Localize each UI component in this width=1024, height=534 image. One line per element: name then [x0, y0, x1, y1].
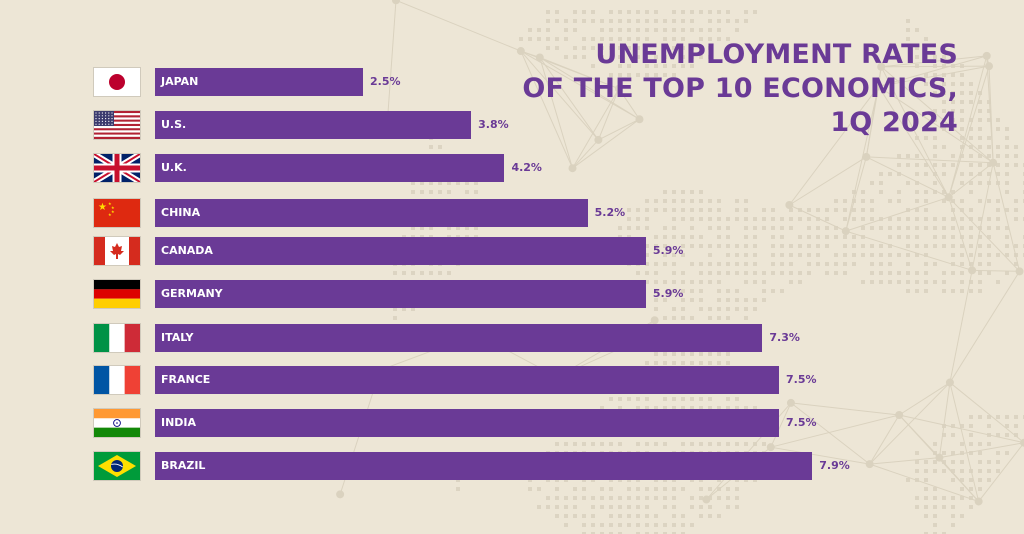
bar: CANADA [155, 237, 646, 265]
value-label: 7.5% [786, 416, 817, 429]
bar: CHINA [155, 199, 588, 227]
bar-row: BRAZIL 7.9% [0, 452, 1024, 480]
italy-flag-icon [94, 324, 140, 352]
us-flag-icon [94, 111, 140, 139]
value-label: 5.2% [594, 206, 626, 219]
svg-text:★: ★ [111, 209, 115, 214]
germany-flag-icon [94, 280, 140, 308]
chart-title: UNEMPLOYMENT RATES OF THE TOP 10 ECONOMI… [438, 38, 958, 140]
bar-row: FRANCE 7.5% [0, 366, 1024, 394]
category-label: FRANCE [161, 373, 211, 386]
value-label: 2.5% [370, 75, 401, 88]
uk-flag-icon [94, 154, 140, 182]
bar: U.K. [155, 154, 505, 182]
bar: BRAZIL [155, 452, 813, 480]
india-flag-icon [94, 409, 140, 437]
value-label: 7.3% [769, 331, 800, 344]
svg-text:★: ★ [108, 201, 112, 206]
category-label: ITALY [161, 331, 194, 344]
value-label: 7.9% [819, 459, 850, 472]
france-flag-icon [94, 366, 140, 394]
chart-title-line-1: UNEMPLOYMENT RATES [595, 39, 958, 70]
bar: INDIA [155, 409, 779, 437]
japan-flag-icon [94, 68, 140, 96]
value-label: 3.8% [478, 118, 509, 131]
value-label: 7.5% [786, 373, 817, 386]
canada-flag-icon [94, 237, 140, 265]
bar-row: JAPAN 2.5% [0, 68, 1024, 96]
category-label: U.K. [161, 161, 187, 174]
bar-row: CANADA 5.9% [0, 237, 1024, 265]
bar: FRANCE [155, 366, 779, 394]
bar: U.S. [155, 111, 472, 139]
bar-row: GERMANY 5.9% [0, 280, 1024, 308]
china-flag-icon: ★ ★ ★ ★ ★ [94, 199, 140, 227]
category-label: INDIA [161, 416, 197, 429]
category-label: BRAZIL [161, 459, 206, 472]
value-label: 5.9% [652, 244, 684, 257]
category-label: JAPAN [161, 75, 199, 88]
category-label: CHINA [161, 206, 201, 219]
bar-row: ITALY 7.3% [0, 324, 1024, 352]
bar: ITALY [155, 324, 763, 352]
category-label: CANADA [161, 244, 213, 257]
category-label: U.S. [161, 118, 187, 131]
chart-title-line-3: 1Q 2024 [830, 107, 958, 138]
category-label: GERMANY [161, 287, 223, 300]
chart-title-line-2: OF THE TOP 10 ECONOMICS, [522, 73, 958, 104]
bar-row: INDIA 7.5% [0, 409, 1024, 437]
value-label: 5.9% [652, 287, 684, 300]
svg-text:★: ★ [111, 205, 115, 210]
bar-row: U.S. 3.8% [0, 111, 1024, 139]
bar-row: U.K. 4.2% [0, 154, 1024, 182]
svg-text:★: ★ [98, 202, 107, 213]
brazil-flag-icon [94, 452, 140, 480]
svg-text:★: ★ [108, 212, 112, 217]
bar-row: ★ ★ ★ ★ ★ CHINA 5.2% [0, 199, 1024, 227]
value-label: 4.2% [511, 161, 542, 174]
bar: JAPAN [155, 68, 363, 96]
bar: GERMANY [155, 280, 646, 308]
